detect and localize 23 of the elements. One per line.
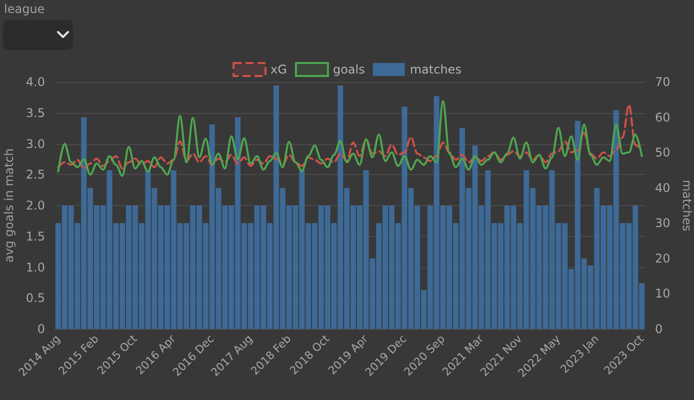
y2-tick-label: 40 [655, 180, 670, 195]
y-tick-label: 2.5 [26, 168, 45, 182]
y2-tick-label: 60 [655, 110, 670, 124]
y2-axis-title: matches [680, 180, 694, 232]
y2-tick-label: 10 [655, 286, 670, 301]
y2-tick-label: 70 [655, 75, 670, 89]
y-tick-label: 1.0 [26, 260, 45, 274]
y2-tick-label: 0 [655, 322, 663, 336]
y-tick-label: 2.0 [26, 198, 45, 212]
y-tick-label: 4.0 [26, 75, 45, 89]
y-axis-title: avg goals in match [2, 148, 16, 263]
legend-label: matches [410, 62, 462, 76]
y2-tick-label: 50 [655, 146, 670, 160]
y-tick-label: 3.0 [26, 136, 45, 151]
legend-label: xG [270, 62, 287, 76]
y2-tick-label: 20 [655, 251, 670, 266]
y-tick-label: 3.5 [26, 106, 45, 120]
legend-label: goals [332, 62, 365, 76]
text: league [4, 2, 45, 16]
y2-tick-label: 30 [655, 216, 670, 230]
y-tick-label: 0 [37, 322, 45, 336]
y-tick-label: 1.5 [26, 229, 45, 244]
y-tick-label: 0.5 [26, 291, 45, 306]
